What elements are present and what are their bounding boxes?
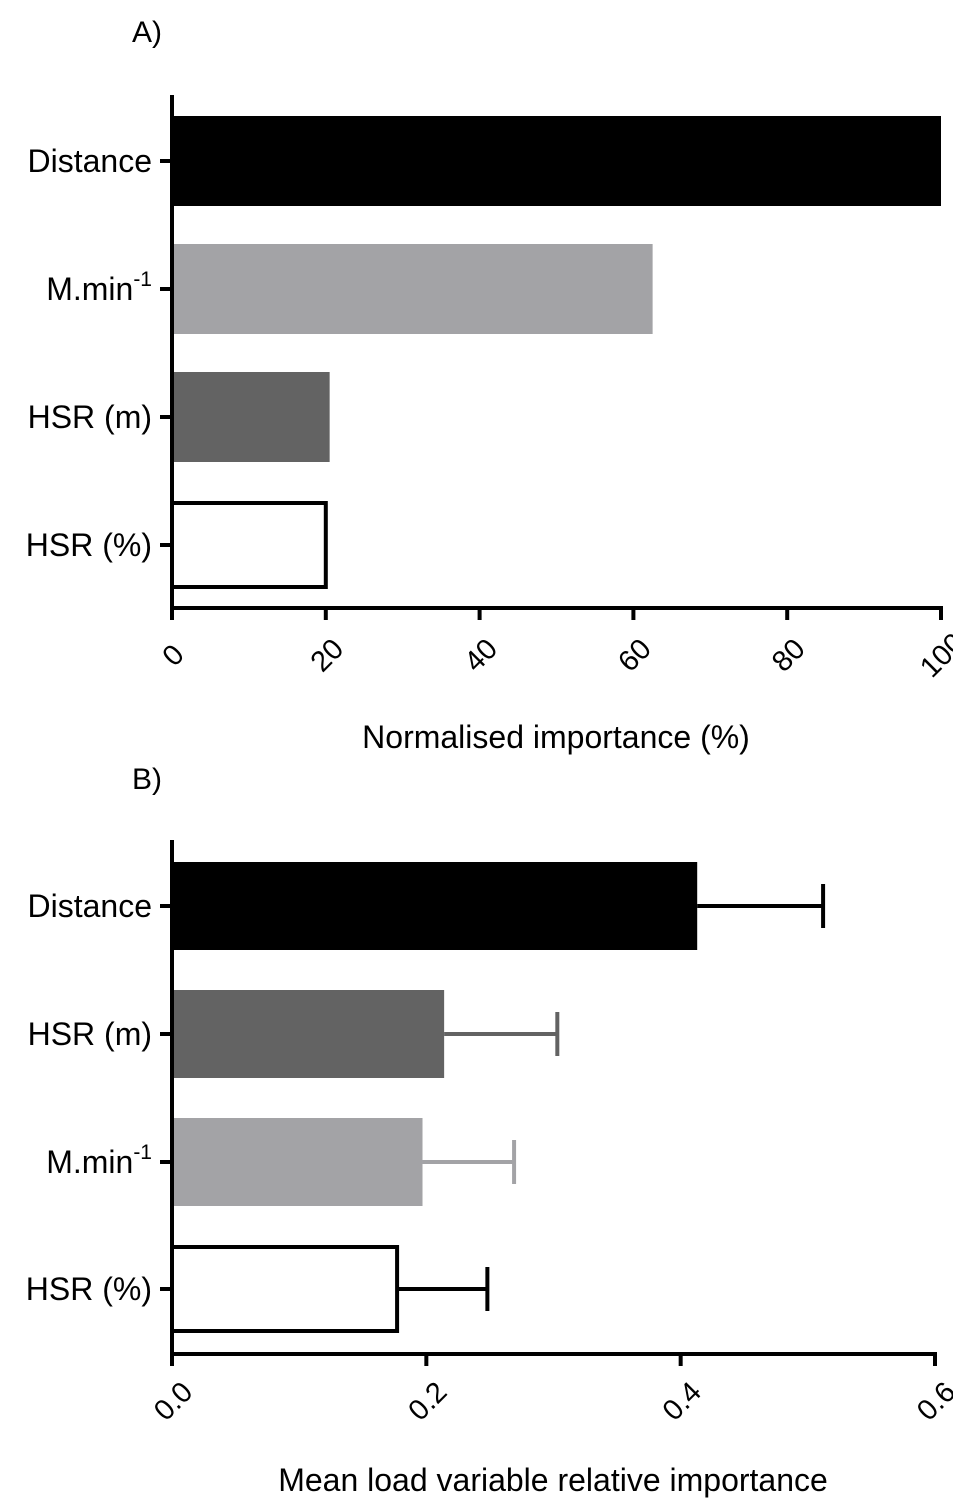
panel-b-x-tick-label: 0.4	[657, 1376, 708, 1427]
panel-b: B) Mean load variable relative importanc…	[26, 763, 953, 1498]
panel-a-category-label: HSR (%)	[26, 527, 152, 563]
panel-a-category-label-superscript: -1	[133, 268, 152, 291]
panel-a-x-tick-label: 20	[305, 633, 350, 678]
panel-a-x-tick-label: 40	[459, 633, 504, 678]
panel-b-x-tick-label: 0.2	[402, 1376, 453, 1427]
panel-a-bar	[172, 116, 941, 206]
panel-b-category-label: HSR (%)	[26, 1271, 152, 1307]
panel-a-category-label: HSR (m)	[28, 399, 152, 435]
panel-a-x-tick-label: 0	[157, 639, 191, 673]
panel-b-x-axis-title: Mean load variable relative importance	[278, 1462, 828, 1498]
panel-b-bar	[170, 1245, 400, 1333]
panel-b-x-tick-label: 0.6	[911, 1376, 953, 1427]
panel-a-label: A)	[132, 16, 162, 49]
panel-b-category-label: M.min-1	[46, 1141, 152, 1180]
panel-a-category-label: M.min-1	[46, 268, 152, 307]
panel-b-label: B)	[132, 763, 162, 796]
panel-a-bar	[170, 501, 328, 589]
panel-b-x-tick-label: 0.0	[148, 1376, 199, 1427]
panel-b-category-label: HSR (m)	[28, 1016, 152, 1052]
panel-a-bar	[172, 244, 653, 334]
panel-b-bar	[172, 990, 445, 1078]
panel-b-category-label-superscript: -1	[133, 1141, 152, 1164]
panel-a-x-tick-label: 60	[612, 633, 657, 678]
panel-a-category-label: Distance	[28, 143, 153, 179]
panel-b-bar	[172, 862, 698, 950]
panel-a-x-axis-title: Normalised importance (%)	[362, 719, 750, 755]
panel-a-x-tick-label: 100	[914, 627, 953, 684]
panel-a: A) Normalised importance (%) Distance M.m…	[26, 16, 953, 755]
panel-b-category-label: Distance	[28, 888, 153, 924]
panel-a-x-tick-label: 80	[766, 633, 811, 678]
panel-a-bar	[172, 372, 330, 462]
panel-b-bar	[172, 1118, 423, 1206]
